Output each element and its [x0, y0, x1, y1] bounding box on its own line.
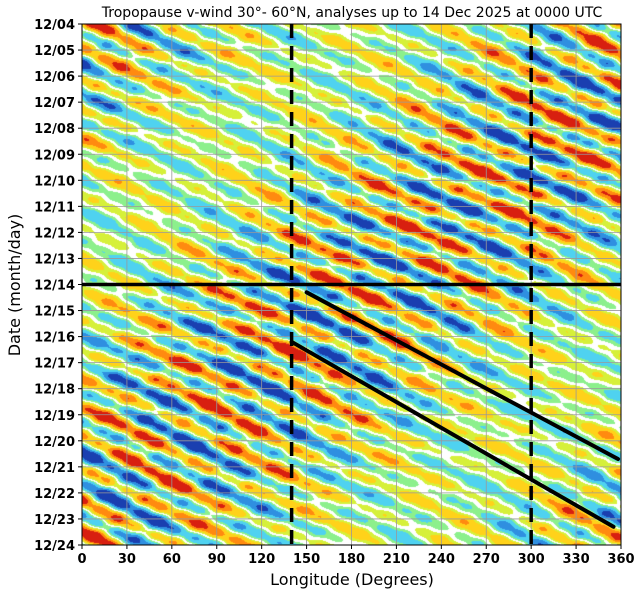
overlay-lines [82, 24, 621, 545]
x-tick-label: 330 [563, 552, 590, 567]
y-axis-ticks: 12/04 12/05 12/06 12/07 12/08 12/09 12/10 12/11… [34, 18, 82, 554]
x-tick-label: 360 [607, 552, 634, 567]
y-tick-label: 12/05 [34, 44, 75, 59]
y-tick-label: 12/12 [34, 226, 75, 241]
x-tick-label: 60 [163, 552, 181, 567]
y-tick-label: 12/10 [34, 174, 75, 189]
x-tick-label: 0 [77, 552, 86, 567]
y-tick-label: 12/20 [34, 435, 75, 450]
x-tick-label: 240 [428, 552, 455, 567]
y-tick-label: 12/06 [34, 70, 75, 85]
x-tick-label: 150 [293, 552, 320, 567]
x-axis-title: Longitude (Degrees) [270, 570, 434, 589]
chart-title: Tropopause v-wind 30°- 60°N, analyses up… [101, 5, 603, 21]
trend-line [289, 339, 616, 529]
y-tick-label: 12/13 [34, 252, 75, 267]
y-tick-label: 12/24 [34, 539, 75, 554]
y-tick-label: 12/14 [34, 279, 75, 294]
y-axis-title: Date (month/day) [5, 214, 24, 357]
x-axis-ticks: 0 30 60 90 120 150 180 210 240 270 300 330 360 [77, 545, 635, 567]
y-tick-label: 12/21 [34, 461, 75, 476]
x-tick-label: 30 [118, 552, 136, 567]
trend-line [304, 290, 621, 462]
y-tick-label: 12/22 [34, 487, 75, 502]
x-tick-label: 120 [248, 552, 275, 567]
y-tick-label: 12/04 [34, 18, 75, 33]
y-tick-label: 12/08 [34, 122, 75, 137]
y-tick-label: 12/15 [34, 305, 75, 320]
x-tick-label: 90 [208, 552, 226, 567]
y-tick-label: 12/18 [34, 383, 75, 398]
x-tick-label: 180 [338, 552, 365, 567]
y-tick-label: 12/07 [34, 96, 75, 111]
y-tick-label: 12/17 [34, 357, 75, 372]
x-tick-label: 210 [383, 552, 410, 567]
plot-area [81, 23, 622, 546]
y-tick-label: 12/23 [34, 513, 75, 528]
x-tick-label: 270 [473, 552, 500, 567]
y-tick-label: 12/11 [34, 200, 75, 215]
y-tick-label: 12/09 [34, 148, 75, 163]
x-tick-label: 300 [518, 552, 545, 567]
y-tick-label: 12/16 [34, 331, 75, 346]
y-tick-label: 12/19 [34, 409, 75, 424]
